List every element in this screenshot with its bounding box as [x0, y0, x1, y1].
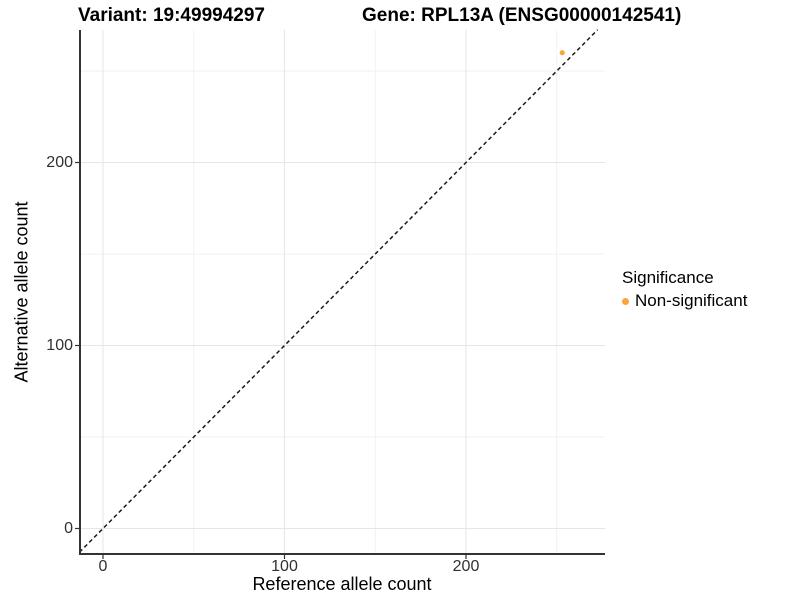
x-axis-title: Reference allele count — [252, 574, 432, 594]
x-tick-label: 100 — [271, 558, 298, 575]
data-point — [559, 50, 565, 56]
y-tick-label: 200 — [46, 153, 73, 171]
legend-item-label: Non-significant — [635, 291, 748, 310]
y-tick-label: 100 — [46, 336, 73, 354]
legend-item: Non-significant — [622, 291, 747, 311]
legend-title: Significance — [622, 268, 714, 287]
legend-marker-dot-icon — [622, 297, 629, 305]
x-tick-label: 0 — [98, 558, 108, 575]
legend: Significance Non-significant — [622, 267, 747, 311]
y-axis-title: Alternative allele count — [11, 201, 32, 383]
gene-title: Gene: RPL13A (ENSG00000142541) — [362, 5, 682, 26]
x-tick-label: 200 — [452, 558, 480, 575]
identity-line — [78, 29, 599, 553]
y-tick-label: 0 — [64, 519, 73, 537]
variant-title: Variant: 19:49994297 — [78, 5, 265, 26]
